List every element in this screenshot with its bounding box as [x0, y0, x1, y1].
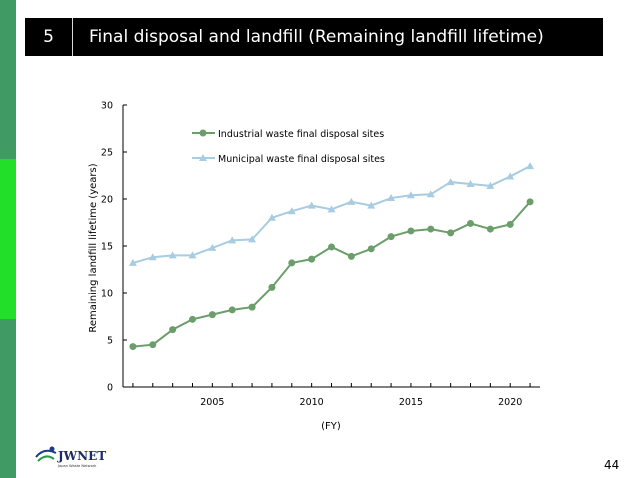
- slide-title: Final disposal and landfill (Remaining l…: [89, 27, 544, 47]
- data-point-municipal: [148, 253, 157, 261]
- legend-municipal-marker: [199, 154, 207, 161]
- page-number: 44: [604, 458, 620, 472]
- data-point-industrial: [486, 225, 494, 233]
- data-point-municipal: [347, 197, 356, 205]
- y-tick-label: 0: [107, 383, 113, 394]
- data-point-industrial: [208, 311, 216, 319]
- data-point-industrial: [129, 343, 137, 351]
- legend-industrial-marker: [199, 129, 207, 137]
- data-point-municipal: [426, 190, 435, 198]
- data-point-municipal: [387, 194, 396, 202]
- y-tick-label: 10: [101, 289, 113, 300]
- x-tick-label: 2005: [200, 397, 224, 408]
- data-point-municipal: [188, 251, 197, 259]
- data-point-municipal: [327, 205, 336, 213]
- x-axis-ticks: 2005 2010 2015 2020: [132, 383, 531, 408]
- data-point-industrial: [248, 303, 256, 311]
- data-point-municipal: [446, 178, 455, 186]
- y-tick-label: 30: [101, 101, 113, 112]
- data-point-industrial: [288, 259, 296, 267]
- data-point-industrial: [228, 306, 236, 314]
- y-axis-ticks: 0 5 10 15 20 25 30: [101, 101, 127, 394]
- y-tick-label: 5: [107, 336, 113, 347]
- x-tick-label: 2020: [498, 397, 522, 408]
- data-point-municipal: [526, 162, 535, 170]
- data-point-industrial: [367, 245, 375, 253]
- data-point-municipal: [466, 179, 475, 187]
- x-axis-label: (FY): [321, 421, 341, 432]
- data-point-industrial: [506, 220, 514, 228]
- data-point-municipal: [128, 258, 137, 266]
- side-accent-bar-top: [0, 0, 16, 159]
- data-point-industrial: [387, 233, 395, 241]
- chart-legend: Industrial waste final disposal sites Mu…: [192, 129, 385, 165]
- data-point-municipal: [267, 213, 276, 221]
- data-point-municipal: [367, 201, 376, 209]
- legend-industrial-label: Industrial waste final disposal sites: [218, 129, 384, 140]
- data-point-industrial: [169, 326, 177, 334]
- logo-subtext: Japan Waste Network: [57, 464, 97, 468]
- y-tick-label: 25: [101, 148, 113, 159]
- x-tick-label: 2015: [399, 397, 423, 408]
- data-point-industrial: [308, 255, 316, 263]
- x-tick-label: 2010: [300, 397, 324, 408]
- legend-municipal-label: Municipal waste final disposal sites: [218, 154, 385, 165]
- data-point-municipal: [208, 243, 217, 251]
- data-point-municipal: [486, 181, 495, 189]
- side-accent-bar-bottom: [0, 319, 16, 478]
- data-point-municipal: [506, 172, 515, 180]
- y-axis-label: Remaining landfill lifetime (years): [88, 163, 99, 332]
- y-tick-label: 20: [101, 195, 113, 206]
- section-number: 5: [43, 27, 54, 47]
- side-accent-bar-highlight: [0, 159, 16, 319]
- data-point-industrial: [268, 283, 276, 291]
- data-point-industrial: [347, 252, 355, 260]
- data-point-industrial: [526, 198, 534, 206]
- data-point-municipal: [228, 236, 237, 244]
- data-point-municipal: [168, 251, 177, 259]
- data-point-municipal: [307, 201, 316, 209]
- logo-text: JWNET: [57, 449, 106, 463]
- logo-emblem: [35, 446, 57, 462]
- header-divider: [72, 18, 73, 56]
- y-tick-label: 15: [101, 242, 113, 253]
- data-point-industrial: [149, 341, 157, 349]
- data-point-municipal: [287, 207, 296, 215]
- data-point-municipal: [248, 235, 257, 243]
- data-point-industrial: [467, 219, 474, 227]
- jwnet-logo: JWNET Japan Waste Network: [35, 446, 106, 468]
- data-point-industrial: [328, 243, 335, 251]
- data-point-industrial: [407, 227, 415, 235]
- slide-header: 5 Final disposal and landfill (Remaining…: [25, 18, 603, 56]
- data-point-industrial: [189, 315, 196, 323]
- data-point-industrial: [447, 229, 455, 237]
- data-point-industrial: [427, 225, 435, 233]
- chart-series: [128, 162, 535, 351]
- data-point-municipal: [406, 191, 415, 199]
